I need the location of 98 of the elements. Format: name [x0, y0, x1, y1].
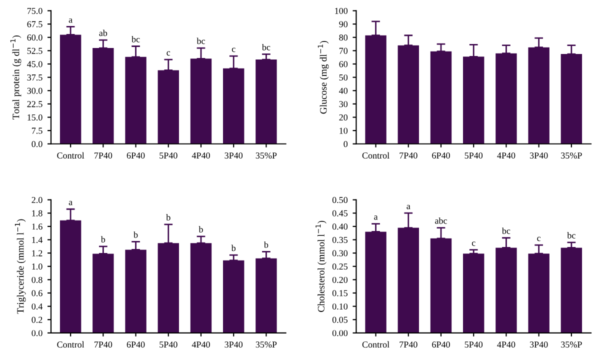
annotation: abc — [435, 217, 447, 224]
y-tick-label: 15.0 — [28, 114, 42, 121]
annotation: a — [68, 200, 72, 206]
y-axis-title: Cholesterol (mmol l$^{−1}$) — [316, 220, 326, 312]
y-tick-label: 75.0 — [27, 8, 42, 14]
x-tick-label: 4P40 — [497, 152, 516, 159]
x-tick-label: 5P40 — [464, 342, 483, 348]
annotation: c — [472, 242, 476, 246]
y-tick-label: 30.0 — [27, 88, 42, 94]
x-tick-label: 7P40 — [94, 152, 112, 159]
x-tick-label: 35%P — [561, 152, 582, 159]
y-tick-label: 0.00 — [332, 330, 348, 336]
x-tick-label: 4P40 — [192, 152, 210, 159]
y-tick-label: 20 — [339, 114, 348, 120]
y-tick-label: 67.5 — [27, 21, 42, 28]
y-tick-label: 0.0 — [32, 330, 42, 336]
y-tick-label: 0.20 — [332, 276, 348, 283]
y-tick-label: 45.0 — [27, 61, 42, 68]
x-tick-label: 3P40 — [224, 342, 243, 348]
y-tick-label: 1.0 — [32, 264, 42, 270]
annotation: b — [231, 244, 236, 252]
x-tick-label: 35%P — [256, 342, 277, 348]
x-tick-label: 5P40 — [160, 342, 178, 348]
x-tick-label: 7P40 — [400, 342, 418, 348]
annotation: b — [134, 231, 138, 238]
annotation: bc — [567, 232, 576, 238]
y-tick-label: 0 — [344, 141, 348, 148]
x-tick-label: 4P40 — [497, 342, 516, 348]
y-tick-label: 37.5 — [27, 74, 42, 81]
y-tick-label: 0.6 — [32, 290, 42, 296]
y-tick-label: 52.5 — [27, 48, 42, 54]
x-tick-label: 6P40 — [432, 342, 450, 348]
y-tick-label: 2.0 — [32, 196, 42, 204]
x-tick-label: 7P40 — [94, 342, 112, 348]
y-tick-label: 0.50 — [332, 196, 348, 204]
x-tick-label: 3P40 — [224, 152, 243, 159]
x-tick-label: 3P40 — [530, 152, 548, 159]
x-tick-label: 7P40 — [400, 152, 418, 159]
y-tick-label: 40 — [339, 88, 348, 94]
y-tick-label: 0.35 — [332, 236, 348, 243]
bar — [463, 254, 484, 333]
x-tick-label: 35%P — [256, 152, 277, 159]
x-tick-label: Control — [57, 152, 84, 159]
annotation: a — [68, 18, 72, 23]
annotation: b — [166, 214, 170, 221]
y-tick-label: 0.10 — [332, 303, 348, 310]
y-tick-label: 90 — [339, 21, 348, 28]
y-tick-label: 0.30 — [332, 250, 348, 256]
x-tick-label: 5P40 — [464, 152, 483, 159]
annotation: bc — [262, 44, 270, 50]
x-tick-label: 4P40 — [192, 342, 210, 348]
y-tick-label: 22.5 — [27, 101, 42, 108]
y-tick-label: 100 — [335, 8, 348, 14]
annotation: a — [374, 216, 378, 220]
x-tick-label: 3P40 — [530, 342, 548, 348]
y-axis-title: Total protein (g dl$^{−1}$) — [10, 35, 22, 120]
y-tick-label: 0.05 — [332, 316, 348, 323]
y-axis-title: Triglyceride (mmol l$^{−1}$) — [14, 219, 26, 314]
y-tick-label: 0.15 — [332, 290, 348, 296]
y-tick-label: 10 — [340, 128, 348, 134]
y-tick-label: 60.0 — [27, 34, 42, 41]
y-tick-label: 80 — [339, 34, 348, 41]
y-tick-label: 1.4 — [32, 236, 43, 243]
x-tick-label: Control — [362, 152, 390, 159]
y-tick-label: 30 — [339, 101, 348, 108]
y-tick-label: 0.0 — [32, 141, 42, 148]
annotation: ab — [99, 30, 108, 36]
x-tick-label: 6P40 — [432, 152, 450, 159]
y-tick-label: 0.2 — [32, 316, 42, 323]
y-tick-label: 7.5 — [32, 128, 42, 134]
y-tick-label: 0.8 — [32, 276, 42, 283]
x-tick-label: Control — [57, 341, 84, 348]
annotation: b — [198, 226, 203, 232]
y-tick-label: 1.2 — [32, 250, 42, 256]
y-tick-label: 70 — [339, 48, 348, 54]
annotation: c — [166, 51, 170, 56]
x-tick-label: 6P40 — [126, 152, 145, 159]
annotation: a — [406, 204, 410, 210]
y-tick-label: 0.4 — [32, 303, 43, 310]
x-tick-label: 6P40 — [126, 342, 145, 348]
x-tick-label: Control — [362, 341, 390, 348]
annotation: c — [537, 236, 541, 242]
y-tick-label: 0.25 — [332, 264, 348, 270]
annotation: b — [100, 236, 106, 242]
annotation: b — [264, 241, 268, 248]
annotation: bc — [196, 38, 205, 44]
x-tick-label: 5P40 — [160, 152, 178, 159]
y-tick-label: 0.40 — [332, 224, 348, 230]
y-tick-label: 50 — [339, 74, 348, 81]
annotation: bc — [132, 36, 140, 42]
y-tick-label: 0.45 — [332, 210, 348, 216]
annotation: c — [232, 48, 236, 52]
annotation: bc — [502, 228, 510, 234]
y-tick-label: 1.8 — [32, 210, 42, 216]
y-tick-label: 60 — [339, 61, 348, 68]
y-axis-title: Glucose (mg dl$^{−1}$) — [318, 40, 329, 114]
y-tick-label: 1.6 — [32, 224, 42, 230]
x-tick-label: 35%P — [561, 342, 582, 348]
